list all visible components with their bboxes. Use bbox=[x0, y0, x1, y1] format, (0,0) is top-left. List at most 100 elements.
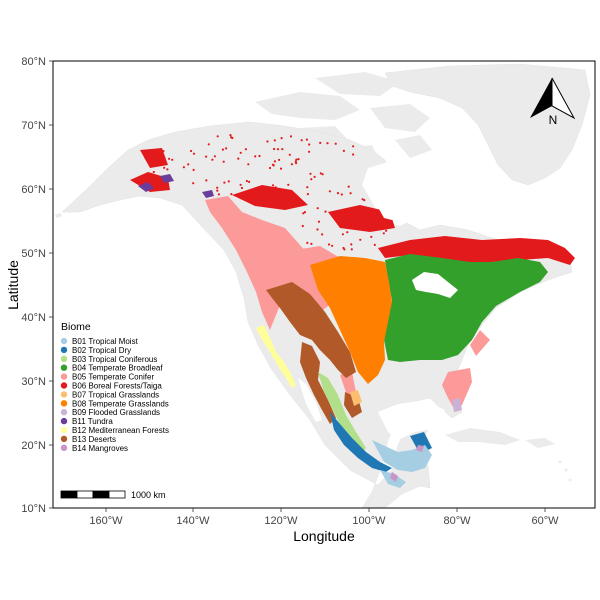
boreal-point bbox=[336, 192, 340, 195]
boreal-point bbox=[230, 136, 233, 139]
boreal-point bbox=[144, 154, 147, 157]
boreal-point bbox=[190, 149, 193, 153]
boreal-point bbox=[239, 151, 242, 154]
legend-key bbox=[60, 355, 68, 362]
biome-b08-temperate-grasslands bbox=[310, 256, 392, 384]
scale-bar: 1000 km bbox=[60, 490, 166, 500]
biome-b12-mediterranean bbox=[256, 325, 296, 388]
boreal-point bbox=[309, 172, 312, 175]
boreal-point bbox=[310, 178, 313, 181]
biome-b06-boreal bbox=[130, 148, 575, 265]
boreal-point bbox=[245, 191, 248, 194]
boreal-point bbox=[192, 182, 195, 185]
y-axis: 80°N 70°N 60°N 50°N 40°N 30°N 20°N 10°N bbox=[21, 56, 53, 515]
boreal-point bbox=[295, 162, 298, 165]
boreal-point bbox=[346, 231, 349, 234]
legend-key bbox=[60, 391, 68, 398]
legend-key bbox=[60, 444, 68, 451]
boreal-point bbox=[216, 189, 219, 192]
boreal-point bbox=[166, 168, 169, 171]
boreal-point bbox=[303, 211, 306, 214]
gulf-of-california bbox=[298, 378, 322, 422]
boreal-point bbox=[274, 186, 277, 189]
boreal-point bbox=[301, 224, 304, 228]
legend-key bbox=[60, 382, 68, 389]
y-tick-label: 60°N bbox=[21, 184, 46, 196]
boreal-point bbox=[221, 148, 224, 151]
boreal-point bbox=[187, 163, 190, 166]
boreal-point bbox=[273, 160, 276, 163]
boreal-point bbox=[290, 163, 293, 166]
x-axis-title: Longitude bbox=[293, 528, 355, 544]
boreal-point bbox=[168, 157, 171, 160]
boreal-point bbox=[349, 214, 352, 217]
boreal-point bbox=[222, 160, 225, 163]
boreal-point bbox=[305, 138, 308, 141]
boreal-point bbox=[306, 241, 309, 244]
boreal-point bbox=[313, 175, 316, 178]
boreal-point bbox=[297, 158, 300, 161]
boreal-point bbox=[239, 183, 242, 186]
boreal-point bbox=[254, 155, 257, 158]
boreal-point bbox=[216, 135, 219, 138]
boreal-point bbox=[182, 166, 185, 169]
caribbean-islands bbox=[445, 428, 555, 448]
boreal-point bbox=[225, 147, 228, 150]
boreal-point bbox=[370, 235, 373, 238]
boreal-point bbox=[373, 243, 376, 246]
boreal-point bbox=[352, 153, 355, 156]
boreal-point bbox=[244, 148, 247, 151]
scale-bar-label: 1000 km bbox=[131, 490, 166, 500]
north-arrow-icon: N bbox=[530, 77, 576, 127]
boreal-point bbox=[281, 148, 284, 151]
boreal-point bbox=[211, 158, 214, 161]
legend-label: B08 Temperate Grasslands bbox=[72, 399, 169, 408]
boreal-point bbox=[350, 243, 353, 246]
boreal-point bbox=[271, 184, 275, 187]
boreal-point bbox=[306, 186, 309, 189]
biome-b07-tropical-grasslands bbox=[350, 390, 362, 406]
legend-key bbox=[60, 364, 68, 371]
boreal-point bbox=[331, 213, 334, 217]
y-tick-label: 10°N bbox=[21, 503, 46, 515]
basemap bbox=[53, 61, 595, 508]
boreal-point bbox=[271, 163, 274, 166]
legend-label: B13 Deserts bbox=[72, 435, 116, 444]
legend-key bbox=[60, 337, 68, 345]
boreal-point bbox=[192, 152, 196, 155]
legend-title: Biome bbox=[61, 321, 91, 333]
boreal-point bbox=[342, 149, 345, 152]
boreal-point bbox=[158, 149, 161, 153]
boreal-point bbox=[163, 166, 166, 169]
boreal-point bbox=[295, 158, 298, 161]
boreal-point bbox=[163, 156, 166, 159]
boreal-point bbox=[321, 173, 324, 176]
biome-b09-flooded-grasslands bbox=[452, 398, 462, 412]
legend-key bbox=[60, 373, 68, 380]
boreal-point bbox=[385, 229, 388, 232]
boreal-point bbox=[146, 174, 149, 177]
boreal-point bbox=[289, 135, 293, 138]
legend-label: B04 Temperate Broadleaf bbox=[72, 364, 163, 373]
great-lakes-overlay bbox=[412, 272, 458, 298]
boreal-point bbox=[308, 150, 311, 153]
boreal-point bbox=[161, 182, 164, 185]
caribbean-small-islands bbox=[558, 460, 572, 482]
boreal-point bbox=[341, 233, 344, 236]
legend-label: B02 Tropical Dry bbox=[72, 346, 131, 355]
boreal-point bbox=[276, 148, 280, 151]
y-tick-label: 50°N bbox=[21, 248, 46, 260]
legend-label: B06 Boreal Forests/Taiga bbox=[72, 382, 162, 391]
legend-key bbox=[60, 346, 68, 354]
y-tick-label: 70°N bbox=[21, 120, 46, 132]
boreal-point bbox=[326, 142, 329, 145]
boreal-point bbox=[319, 141, 322, 144]
x-axis: 160°W 140°W 120°W 100°W 80°W 60°W bbox=[89, 508, 559, 527]
boreal-point bbox=[340, 193, 343, 196]
boreal-point bbox=[162, 150, 165, 153]
legend-key bbox=[60, 417, 68, 425]
boreal-point bbox=[273, 147, 276, 151]
boreal-point bbox=[308, 143, 311, 146]
boreal-point bbox=[192, 168, 195, 171]
boreal-point bbox=[327, 243, 331, 246]
